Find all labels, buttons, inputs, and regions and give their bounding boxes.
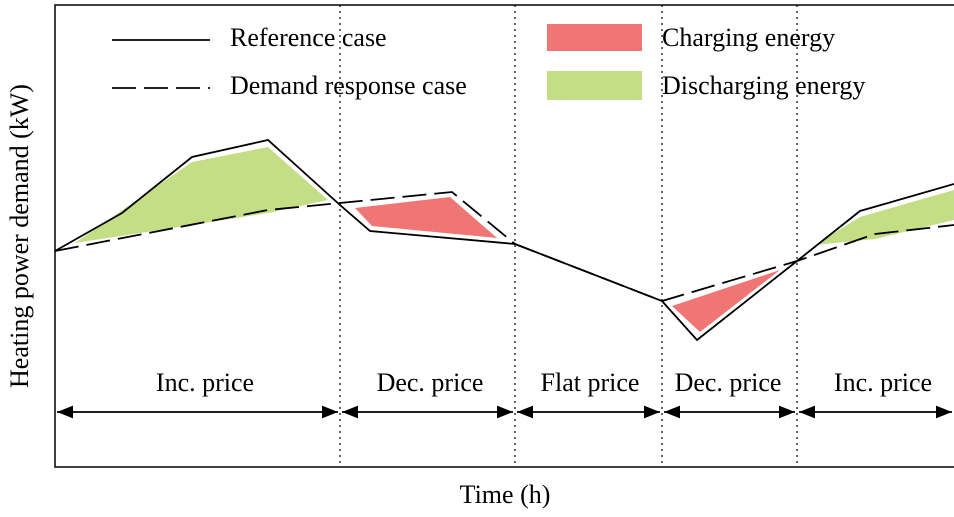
legend-swatch	[547, 71, 642, 100]
period-label: Inc. price	[834, 368, 932, 397]
reference-curve	[54, 139, 954, 342]
demand-response-curve	[54, 191, 954, 302]
axes-frame	[54, 4, 954, 468]
period-label: Dec. price	[675, 368, 782, 397]
period-label: Inc. price	[156, 368, 254, 397]
period-label: Dec. price	[377, 368, 484, 397]
legend-swatch	[547, 24, 642, 51]
x-axis-label: Time (h)	[460, 480, 551, 509]
discharging-area	[75, 147, 328, 243]
legend-label: Reference case	[230, 23, 387, 52]
legend-label: Charging energy	[662, 23, 835, 52]
y-axis-label: Heating power demand (kW)	[5, 84, 34, 388]
charging-area	[672, 270, 780, 332]
legend-label: Discharging energy	[662, 71, 865, 100]
legend-label: Demand response case	[230, 71, 467, 100]
charging-area	[355, 197, 497, 238]
period-label: Flat price	[541, 368, 640, 397]
period-dividers	[339, 5, 798, 467]
discharging-area	[815, 190, 954, 245]
